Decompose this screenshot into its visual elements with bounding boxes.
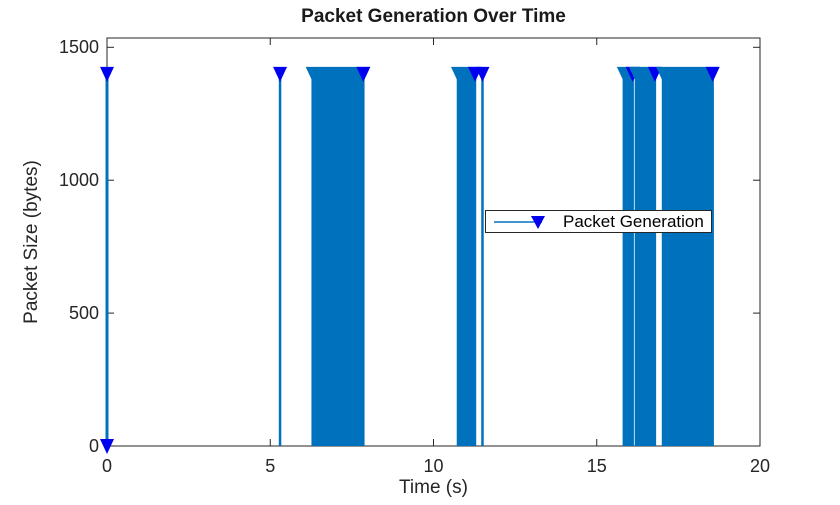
stem-burst-band	[311, 73, 365, 446]
legend-box: Packet Generation	[485, 210, 712, 233]
x-tick-label: 5	[265, 456, 276, 476]
x-axis-label: Time (s)	[399, 477, 468, 498]
stem-burst-band	[456, 73, 477, 446]
y-tick-label: 1500	[58, 37, 99, 58]
stem-marker-triangle-icon	[273, 66, 288, 82]
stem-burst-band	[622, 73, 634, 446]
x-tick-label: 15	[586, 456, 607, 476]
stem-marker-triangle-icon	[705, 66, 720, 82]
x-tick-label: 20	[749, 456, 771, 476]
y-tick-label: 0	[88, 436, 99, 456]
stem-marker-triangle-icon	[475, 66, 490, 82]
y-tick-label: 1000	[58, 170, 99, 191]
legend-key	[494, 215, 545, 229]
stem-burst-band	[634, 73, 657, 446]
stem-marker-triangle-icon	[100, 66, 114, 82]
x-tick-label: 10	[423, 456, 444, 476]
y-tick-label: 500	[68, 303, 99, 324]
stem-zero-marker-triangle-icon	[100, 439, 114, 454]
legend-marker-triangle-icon	[531, 215, 545, 229]
x-tick-label: 0	[101, 456, 112, 476]
stem-marker-triangle-icon	[356, 66, 371, 82]
stem-burst-band	[661, 73, 714, 446]
legend-label: Packet Generation	[563, 211, 704, 231]
chart-title: Packet Generation Over Time	[301, 6, 566, 27]
